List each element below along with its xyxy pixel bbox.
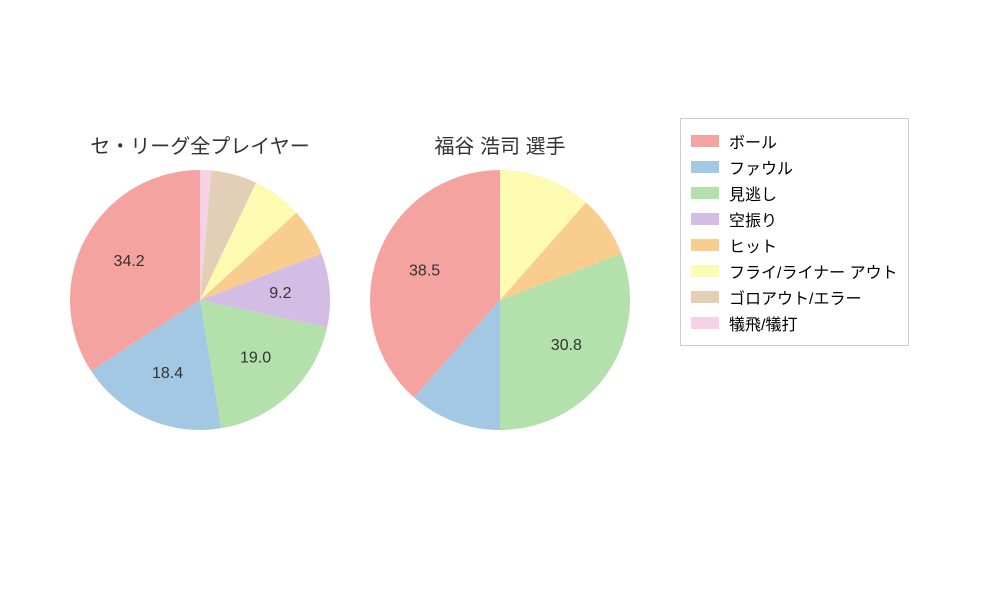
legend-swatch-hit bbox=[691, 239, 719, 251]
pie-label-ball: 34.2 bbox=[114, 253, 145, 270]
legend-item-ball: ボール bbox=[691, 129, 898, 153]
legend-swatch-fly_out bbox=[691, 265, 719, 277]
legend-swatch-swing bbox=[691, 213, 719, 225]
legend: ボールファウル見逃し空振りヒットフライ/ライナー アウトゴロアウト/エラー犠飛/… bbox=[680, 118, 909, 346]
legend-item-look: 見逃し bbox=[691, 181, 898, 205]
legend-item-fly_out: フライ/ライナー アウト bbox=[691, 259, 898, 283]
pie-label-look: 19.0 bbox=[240, 350, 271, 367]
legend-item-sac: 犠飛/犠打 bbox=[691, 311, 898, 335]
pie-league: セ・リーグ全プレイヤー 34.218.419.09.2 bbox=[70, 170, 330, 430]
pie-label-look: 30.8 bbox=[551, 337, 582, 354]
legend-swatch-ground_out bbox=[691, 291, 719, 303]
pie-player: 福谷 浩司 選手 38.530.8 bbox=[370, 170, 630, 430]
legend-swatch-foul bbox=[691, 161, 719, 173]
legend-label-look: 見逃し bbox=[729, 181, 777, 205]
pie-label-ball: 38.5 bbox=[409, 263, 440, 280]
pie-player-svg: 38.5 30.8 bbox=[370, 170, 630, 430]
legend-item-ground_out: ゴロアウト/エラー bbox=[691, 285, 898, 309]
legend-item-foul: ファウル bbox=[691, 155, 898, 179]
legend-label-sac: 犠飛/犠打 bbox=[729, 311, 797, 335]
legend-label-fly_out: フライ/ライナー アウト bbox=[729, 259, 898, 283]
pie-label-swing: 9.2 bbox=[269, 285, 291, 302]
legend-swatch-ball bbox=[691, 135, 719, 147]
pie-league-svg: 34.2 18.4 19.0 9.2 bbox=[70, 170, 330, 430]
legend-swatch-look bbox=[691, 187, 719, 199]
legend-label-ground_out: ゴロアウト/エラー bbox=[729, 285, 861, 309]
pie-label-foul: 18.4 bbox=[152, 365, 183, 382]
legend-label-ball: ボール bbox=[729, 129, 777, 153]
legend-label-hit: ヒット bbox=[729, 233, 777, 257]
legend-label-foul: ファウル bbox=[729, 155, 793, 179]
legend-item-swing: 空振り bbox=[691, 207, 898, 231]
pie-league-title: セ・リーグ全プレイヤー bbox=[70, 130, 330, 159]
legend-label-swing: 空振り bbox=[729, 207, 777, 231]
legend-swatch-sac bbox=[691, 317, 719, 329]
chart-container: セ・リーグ全プレイヤー 34.2 18.4 19.0 9.2 福谷 浩司 選手 38.… bbox=[0, 0, 1000, 600]
pie-player-title: 福谷 浩司 選手 bbox=[370, 130, 630, 159]
legend-item-hit: ヒット bbox=[691, 233, 898, 257]
